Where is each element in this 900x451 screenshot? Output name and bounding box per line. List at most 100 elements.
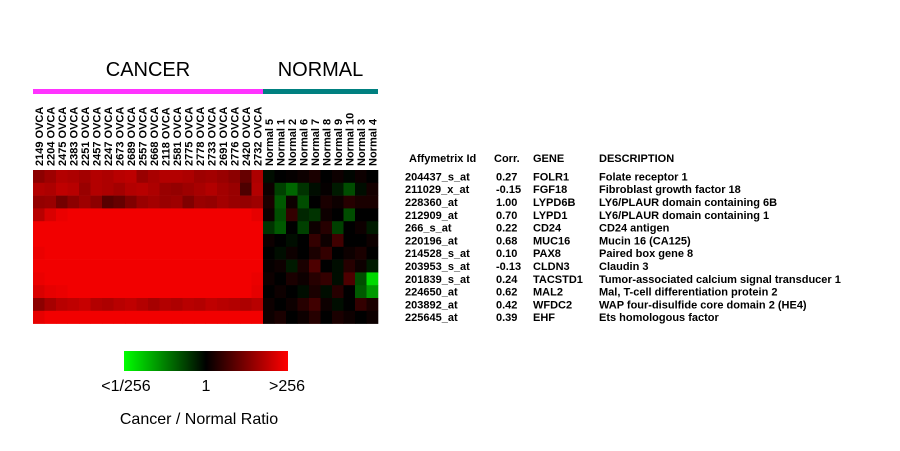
heatmap-cell xyxy=(228,298,241,312)
group-label-normal: NORMAL xyxy=(278,59,364,81)
row-id: 203953_s_at xyxy=(405,261,470,273)
heatmap-cells xyxy=(33,170,379,324)
heatmap-cell xyxy=(44,208,57,222)
heatmap-cell xyxy=(263,298,275,312)
heatmap-cell xyxy=(148,298,160,312)
heatmap-cell xyxy=(159,246,172,260)
heatmap-cell xyxy=(251,298,264,312)
heatmap-cell xyxy=(263,285,275,299)
heatmap-cell xyxy=(171,182,183,196)
heatmap-cell xyxy=(274,195,287,209)
heatmap-cell xyxy=(113,170,126,184)
heatmap-cell xyxy=(309,272,321,286)
row-gene: CLDN3 xyxy=(533,261,570,273)
heatmap-cell xyxy=(90,208,103,222)
heatmap-cell xyxy=(136,285,149,299)
heatmap-cell xyxy=(332,285,344,299)
heatmap-cell xyxy=(171,208,183,222)
heatmap-cell xyxy=(286,195,298,209)
heatmap-cell xyxy=(297,285,310,299)
heatmap-cell xyxy=(217,195,229,209)
row-gene: FOLR1 xyxy=(533,171,569,183)
heatmap-cell xyxy=(67,234,80,248)
column-label: 2118 OVCA xyxy=(160,107,172,166)
column-label: 2149 OVCA xyxy=(34,107,46,166)
column-label: 2776 OVCA xyxy=(229,107,241,166)
heatmap-cell xyxy=(355,208,367,222)
heatmap-cell xyxy=(343,195,356,209)
heatmap-cell xyxy=(125,285,137,299)
heatmap-cell xyxy=(240,234,252,248)
heatmap-cell xyxy=(171,234,183,248)
heatmap-cell xyxy=(332,208,344,222)
heatmap-cell xyxy=(90,246,103,260)
heatmap-cell xyxy=(217,285,229,299)
heatmap-cell xyxy=(67,285,80,299)
heatmap-cell xyxy=(309,195,321,209)
color-legend: <1/256 1 >256 Cancer / Normal Ratio xyxy=(101,351,305,428)
heatmap-cell xyxy=(355,298,367,312)
column-label: 2204 OVCA xyxy=(45,107,57,166)
header-affymetrix-id: Affymetrix Id xyxy=(409,153,476,165)
heatmap-cell xyxy=(240,298,252,312)
heatmap-cell xyxy=(217,234,229,248)
heatmap-cell xyxy=(320,246,333,260)
heatmap-cell xyxy=(79,195,91,209)
row-corr: -0.13 xyxy=(496,261,521,273)
row-desc: CD24 antigen xyxy=(599,223,670,235)
row-desc: Fibroblast growth factor 18 xyxy=(599,184,741,196)
heatmap-cell xyxy=(102,195,114,209)
header-gene: GENE xyxy=(533,153,564,165)
heatmap-cell xyxy=(90,234,103,248)
heatmap-cell xyxy=(56,170,68,184)
row-corr: 0.22 xyxy=(496,223,517,235)
heatmap-cell xyxy=(320,234,333,248)
heatmap-cell xyxy=(205,272,218,286)
heatmap-cell xyxy=(79,272,91,286)
heatmap-cell xyxy=(205,298,218,312)
heatmap-cell xyxy=(182,272,195,286)
heatmap-cell xyxy=(33,234,45,248)
heatmap-cell xyxy=(44,195,57,209)
heatmap-cell xyxy=(182,170,195,184)
heatmap-cell xyxy=(90,221,103,235)
heatmap-cell xyxy=(355,221,367,235)
row-desc: LY6/PLAUR domain containing 6B xyxy=(599,197,777,209)
heatmap-cell xyxy=(217,246,229,260)
row-desc: LY6/PLAUR domain containing 1 xyxy=(599,210,769,222)
heatmap-cell xyxy=(33,182,45,196)
heatmap-cell xyxy=(33,310,45,324)
heatmap-cell xyxy=(297,208,310,222)
heatmap-cell xyxy=(205,246,218,260)
heatmap-cell xyxy=(79,208,91,222)
heatmap-cell xyxy=(136,298,149,312)
heatmap-cell xyxy=(228,208,241,222)
heatmap-cell xyxy=(56,221,68,235)
row-gene: MUC16 xyxy=(533,235,570,247)
heatmap-cell xyxy=(44,221,57,235)
heatmap-cell xyxy=(56,195,68,209)
heatmap-cell xyxy=(171,195,183,209)
heatmap-cell xyxy=(320,310,333,324)
heatmap-cell xyxy=(44,272,57,286)
row-corr: -0.15 xyxy=(496,184,521,196)
heatmap-cell xyxy=(125,182,137,196)
heatmap-cell xyxy=(113,298,126,312)
heatmap-cell xyxy=(182,195,195,209)
heatmap-cell xyxy=(33,272,45,286)
heatmap-cell xyxy=(263,310,275,324)
heatmap-cell xyxy=(194,298,206,312)
row-id: 201839_s_at xyxy=(405,274,470,286)
heatmap-cell xyxy=(251,285,264,299)
heatmap-cell xyxy=(148,259,160,273)
heatmap-cell xyxy=(366,246,379,260)
heatmap-cell xyxy=(297,182,310,196)
heatmap-cell xyxy=(332,234,344,248)
column-label: 2420 OVCA xyxy=(241,107,253,166)
heatmap-cell xyxy=(274,272,287,286)
heatmap-cell xyxy=(217,182,229,196)
heatmap-cell xyxy=(148,170,160,184)
heatmap-cell xyxy=(44,182,57,196)
heatmap-cell xyxy=(355,285,367,299)
